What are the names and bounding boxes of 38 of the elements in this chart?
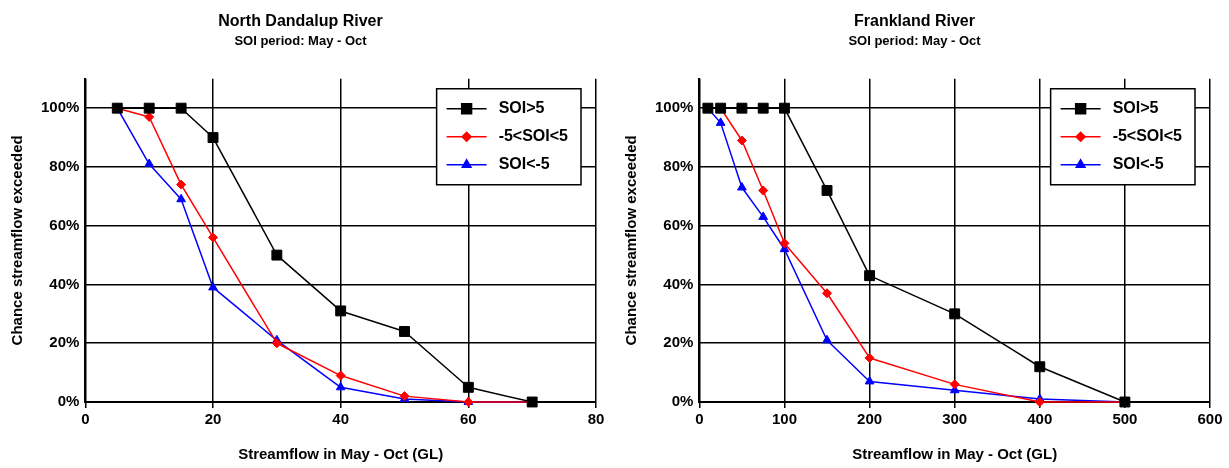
legend-label: SOI<-5 bbox=[1112, 155, 1164, 173]
y-tick-label: 20% bbox=[49, 333, 80, 351]
y-axis-title: Chance streamflow exceeded bbox=[8, 135, 26, 346]
x-tick-label: 200 bbox=[857, 410, 883, 428]
y-tick-label: 40% bbox=[49, 274, 80, 292]
legend-label: SOI>5 bbox=[498, 99, 545, 117]
x-tick-label: 600 bbox=[1197, 410, 1223, 428]
y-tick-label: 60% bbox=[663, 215, 694, 233]
y-tick-label: 0% bbox=[671, 392, 694, 410]
y-tick-label: 100% bbox=[40, 98, 80, 116]
y-tick-label: 40% bbox=[663, 274, 694, 292]
x-tick-label: 400 bbox=[1027, 410, 1053, 428]
x-tick-label: 80 bbox=[587, 410, 605, 428]
x-tick-label: 40 bbox=[332, 410, 350, 428]
chart-title: North Dandalup River bbox=[218, 12, 383, 30]
chart-subtitle: SOI period: May - Oct bbox=[848, 32, 982, 48]
y-tick-label: 20% bbox=[663, 333, 694, 351]
legend-label: -5<SOI<5 bbox=[1112, 127, 1183, 145]
x-tick-label: 0 bbox=[81, 410, 90, 428]
x-tick-label: 60 bbox=[460, 410, 477, 428]
y-tick-label: 100% bbox=[654, 98, 694, 116]
y-tick-label: 80% bbox=[663, 157, 694, 175]
legend-label: -5<SOI<5 bbox=[498, 127, 569, 145]
x-tick-label: 20 bbox=[204, 410, 222, 428]
y-tick-label: 0% bbox=[57, 392, 80, 410]
chart-subtitle: SOI period: May - Oct bbox=[234, 32, 368, 48]
x-tick-label: 500 bbox=[1112, 410, 1138, 428]
y-axis-title: Chance streamflow exceeded bbox=[622, 135, 640, 346]
y-tick-label: 60% bbox=[49, 215, 80, 233]
y-tick-label: 80% bbox=[49, 157, 80, 175]
chart-title: Frankland River bbox=[854, 12, 975, 30]
x-tick-label: 300 bbox=[942, 410, 968, 428]
x-tick-label: 0 bbox=[695, 410, 704, 428]
x-tick-label: 100 bbox=[771, 410, 797, 428]
legend-label: SOI>5 bbox=[1112, 99, 1159, 117]
x-axis-title: Streamflow in May - Oct (GL) bbox=[852, 445, 1058, 463]
x-axis-title: Streamflow in May - Oct (GL) bbox=[238, 445, 444, 463]
legend-label: SOI<-5 bbox=[498, 155, 550, 173]
